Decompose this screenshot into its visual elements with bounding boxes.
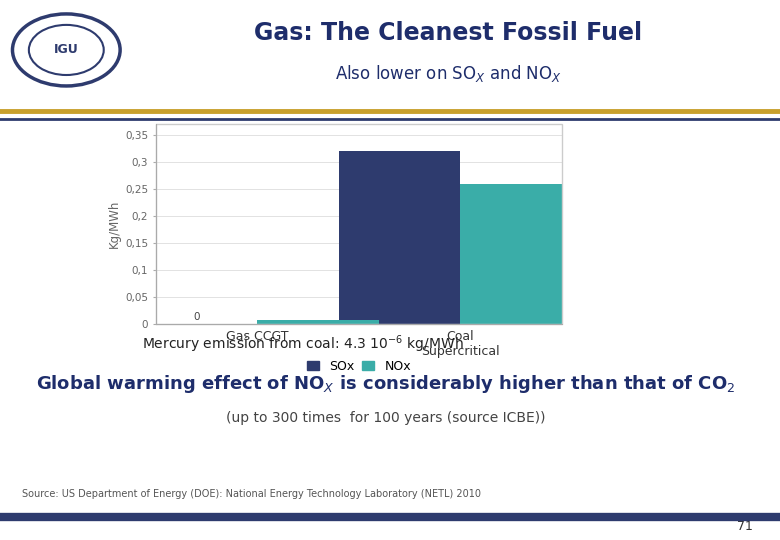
- Y-axis label: Kg/MWh: Kg/MWh: [108, 200, 121, 248]
- Text: Global warming effect of NO$_X$ is considerably higher than that of CO$_2$: Global warming effect of NO$_X$ is consi…: [37, 373, 736, 395]
- Text: Mercury emission from coal: 4.3 10$^{-6}$ kg/MWh: Mercury emission from coal: 4.3 10$^{-6}…: [142, 333, 464, 355]
- Text: (up to 300 times  for 100 years (source ICBE)): (up to 300 times for 100 years (source I…: [226, 411, 546, 424]
- Bar: [460, 184, 582, 324]
- Text: IGU: IGU: [54, 43, 79, 57]
- Text: Also lower on SO$_X$ and NO$_X$: Also lower on SO$_X$ and NO$_X$: [335, 64, 562, 84]
- Text: Source: US Department of Energy (DOE): National Energy Technology Laboratory (NE: Source: US Department of Energy (DOE): N…: [22, 489, 480, 499]
- Bar: [257, 320, 379, 324]
- Bar: [339, 151, 460, 324]
- Legend: SOx, NOx: SOx, NOx: [302, 355, 416, 377]
- Text: 0: 0: [193, 312, 200, 322]
- Text: 71: 71: [737, 520, 753, 533]
- Text: Gas: The Cleanest Fossil Fuel: Gas: The Cleanest Fossil Fuel: [254, 22, 643, 45]
